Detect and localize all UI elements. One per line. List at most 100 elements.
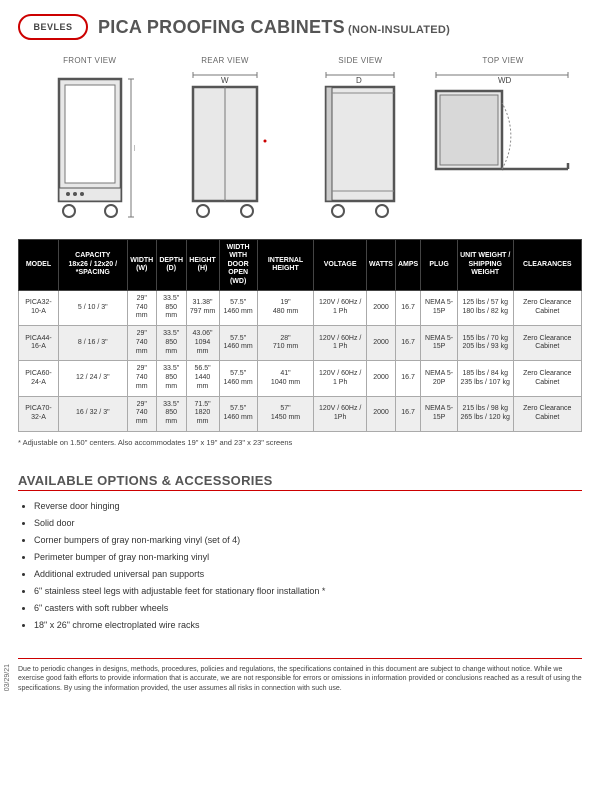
cell-wt: 215 lbs / 98 kg265 lbs / 120 kg <box>457 396 513 431</box>
col-header: CLEARANCES <box>513 240 581 291</box>
side-view-svg: D <box>310 71 410 221</box>
option-item: Perimeter bumper of gray non-marking vin… <box>34 552 582 562</box>
col-header: HEIGHT(H) <box>186 240 219 291</box>
cell-width: 29"740 mm <box>127 396 156 431</box>
option-item: Corner bumpers of gray non-marking vinyl… <box>34 535 582 545</box>
svg-text:W: W <box>221 76 229 85</box>
spec-table-body: PICA32-10-A5 / 10 / 3"29"740 mm33.5"850 … <box>19 290 582 431</box>
cell-watts: 2000 <box>367 361 396 396</box>
cell-clear: Zero Clearance Cabinet <box>513 396 581 431</box>
red-rule <box>18 490 582 491</box>
col-header: PLUG <box>421 240 458 291</box>
front-view-label: FRONT VIEW <box>22 56 157 65</box>
table-row: PICA70-32-A16 / 32 / 3"29"740 mm33.5"850… <box>19 396 582 431</box>
cell-voltage: 120V / 60Hz / 1Ph <box>314 396 367 431</box>
cell-amps: 16.7 <box>395 396 420 431</box>
front-view-svg: H <box>45 71 135 221</box>
view-diagrams: FRONT VIEW H REAR VIEW W <box>18 56 582 221</box>
page-header: BEVLES PICA PROOFING CABINETS (NON-INSUL… <box>18 14 582 40</box>
svg-text:D: D <box>356 76 362 85</box>
cell-height: 31.38"797 mm <box>186 290 219 325</box>
cell-voltage: 120V / 60Hz / 1 Ph <box>314 326 367 361</box>
cell-amps: 16.7 <box>395 326 420 361</box>
spec-table: MODELCAPACITY18x26 / 12x20 / *SPACINGWID… <box>18 239 582 432</box>
cell-capacity: 5 / 10 / 3" <box>58 290 127 325</box>
cell-width: 29"740 mm <box>127 361 156 396</box>
svg-text:WD: WD <box>498 76 512 85</box>
options-title: AVAILABLE OPTIONS & ACCESSORIES <box>18 473 582 488</box>
title-sub: (NON-INSULATED) <box>348 24 450 36</box>
spec-table-head: MODELCAPACITY18x26 / 12x20 / *SPACINGWID… <box>19 240 582 291</box>
option-item: 18" x 26" chrome electroplated wire rack… <box>34 620 582 630</box>
option-item: Reverse door hinging <box>34 501 582 511</box>
disclaimer: Due to periodic changes in designs, meth… <box>18 658 582 693</box>
cell-watts: 2000 <box>367 396 396 431</box>
cell-wd: 57.5"1460 mm <box>219 290 257 325</box>
cell-ih: 28"710 mm <box>257 326 314 361</box>
title-main: PICA PROOFING CABINETS <box>98 17 345 37</box>
table-footnote: * Adjustable on 1.50" centers. Also acco… <box>18 438 582 447</box>
cell-width: 29"740 mm <box>127 290 156 325</box>
cell-depth: 33.5"850 mm <box>156 326 186 361</box>
cell-depth: 33.5"850 mm <box>156 361 186 396</box>
cell-model: PICA60-24-A <box>19 361 59 396</box>
cell-watts: 2000 <box>367 326 396 361</box>
table-row: PICA44-16-A8 / 16 / 3"29"740 mm33.5"850 … <box>19 326 582 361</box>
date-code: 03/29/21 <box>4 664 11 691</box>
cell-clear: Zero Clearance Cabinet <box>513 361 581 396</box>
col-header: VOLTAGE <box>314 240 367 291</box>
cell-voltage: 120V / 60Hz / 1 Ph <box>314 290 367 325</box>
cell-plug: NEMA 5-20P <box>421 361 458 396</box>
cell-capacity: 12 / 24 / 3" <box>58 361 127 396</box>
cell-model: PICA32-10-A <box>19 290 59 325</box>
brand-logo: BEVLES <box>18 14 88 40</box>
cell-ih: 57"1450 mm <box>257 396 314 431</box>
cell-clear: Zero Clearance Cabinet <box>513 290 581 325</box>
cell-model: PICA44-16-A <box>19 326 59 361</box>
cell-width: 29"740 mm <box>127 326 156 361</box>
cell-plug: NEMA 5-15P <box>421 396 458 431</box>
page-title: PICA PROOFING CABINETS (NON-INSULATED) <box>98 17 450 38</box>
option-item: Additional extruded universal pan suppor… <box>34 569 582 579</box>
col-header: WIDTH(W) <box>127 240 156 291</box>
cell-height: 56.5"1440 mm <box>186 361 219 396</box>
cell-capacity: 8 / 16 / 3" <box>58 326 127 361</box>
cell-depth: 33.5"850 mm <box>156 290 186 325</box>
cell-capacity: 16 / 32 / 3" <box>58 396 127 431</box>
cell-watts: 2000 <box>367 290 396 325</box>
cell-wt: 155 lbs / 70 kg205 lbs / 93 kg <box>457 326 513 361</box>
cell-wd: 57.5"1460 mm <box>219 326 257 361</box>
top-view-label: TOP VIEW <box>428 56 578 65</box>
top-view: TOP VIEW WD <box>428 56 578 221</box>
option-item: Solid door <box>34 518 582 528</box>
table-row: PICA60-24-A12 / 24 / 3"29"740 mm33.5"850… <box>19 361 582 396</box>
front-view: FRONT VIEW H <box>22 56 157 221</box>
rear-view-label: REAR VIEW <box>157 56 292 65</box>
cell-wd: 57.5"1460 mm <box>219 361 257 396</box>
cell-plug: NEMA 5-15P <box>421 326 458 361</box>
col-header: AMPS <box>395 240 420 291</box>
option-item: 6" casters with soft rubber wheels <box>34 603 582 613</box>
col-header: MODEL <box>19 240 59 291</box>
cell-model: PICA70-32-A <box>19 396 59 431</box>
cell-amps: 16.7 <box>395 290 420 325</box>
options-list: Reverse door hinging Solid door Corner bum… <box>34 501 582 630</box>
svg-text:H: H <box>134 144 135 153</box>
cell-height: 43.06"1094 mm <box>186 326 219 361</box>
option-item: 6" stainless steel legs with adjustable … <box>34 586 582 596</box>
side-view-label: SIDE VIEW <box>293 56 428 65</box>
rear-view: REAR VIEW W <box>157 56 292 221</box>
cell-height: 71.5"1820 mm <box>186 396 219 431</box>
cell-ih: 41"1040 mm <box>257 361 314 396</box>
col-header: DEPTH(D) <box>156 240 186 291</box>
col-header: CAPACITY18x26 / 12x20 / *SPACING <box>58 240 127 291</box>
top-view-svg: WD <box>428 71 578 221</box>
col-header: INTERNAL HEIGHT <box>257 240 314 291</box>
cell-wt: 185 lbs / 84 kg235 lbs / 107 kg <box>457 361 513 396</box>
cell-voltage: 120V / 60Hz / 1 Ph <box>314 361 367 396</box>
col-header: WIDTHWITH DOOROPEN(WD) <box>219 240 257 291</box>
cell-depth: 33.5"850 mm <box>156 396 186 431</box>
cell-wt: 125 lbs / 57 kg180 lbs / 82 kg <box>457 290 513 325</box>
cell-wd: 57.5"1460 mm <box>219 396 257 431</box>
cell-plug: NEMA 5-15P <box>421 290 458 325</box>
